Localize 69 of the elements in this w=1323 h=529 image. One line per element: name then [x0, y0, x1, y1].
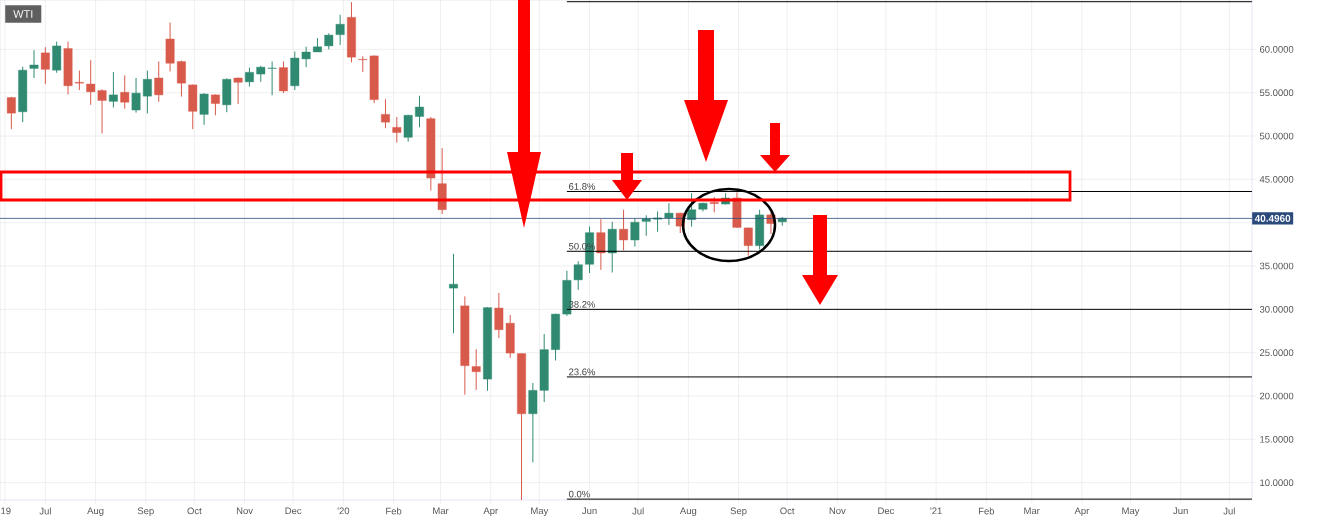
candlestick — [392, 116, 402, 144]
y-tick-label: 20.0000 — [1259, 392, 1294, 400]
x-tick-label: Nov — [829, 507, 846, 515]
candlestick — [131, 77, 141, 114]
x-tick-label: '21 — [930, 507, 942, 515]
candlestick — [6, 96, 16, 130]
x-tick-label: Jul — [632, 507, 644, 515]
y-tick-label: 45.0000 — [1259, 176, 1294, 183]
y-tick-label: 55.0000 — [1259, 89, 1294, 97]
candlestick — [29, 49, 39, 79]
x-tick-label: Aug — [87, 507, 104, 516]
x-tick-label: '19 — [0, 507, 11, 515]
y-tick-label: 60.0000 — [1259, 46, 1294, 53]
y-tick-label: 50.0000 — [1259, 132, 1294, 140]
y-tick-label: 10.0000 — [1260, 479, 1294, 486]
x-tick-label: Jul — [1223, 507, 1235, 515]
candlestick — [596, 218, 606, 271]
x-tick-label: Mar — [1024, 507, 1040, 515]
y-tick-label: 35.0000 — [1259, 262, 1294, 270]
candlestick — [108, 71, 118, 108]
text: WTI — [13, 10, 33, 18]
candlestick — [279, 61, 288, 94]
candlestick — [415, 95, 424, 128]
x-tick-label: May — [531, 507, 549, 516]
candlestick — [619, 209, 628, 251]
candlestick — [449, 253, 458, 334]
x-tick-label: Apr — [483, 507, 498, 516]
x-tick-label: May — [1122, 507, 1140, 516]
x-tick-label: Dec — [285, 507, 302, 515]
x-tick-label: Sep — [137, 507, 154, 517]
candlestick — [471, 348, 481, 391]
x-tick-label: Jun — [1173, 507, 1188, 515]
candlestick — [630, 217, 640, 248]
candlestick — [607, 221, 617, 274]
series-label: 0.0% — [568, 490, 590, 498]
candlestick — [74, 70, 84, 91]
x-tick-label: Dec — [878, 507, 895, 515]
x-tick-label: Jul — [39, 507, 51, 515]
ref-line-label: 40.4960 — [1254, 214, 1291, 222]
candlestick — [687, 192, 696, 228]
x-tick-label: Mar — [433, 507, 449, 515]
candlestick — [177, 60, 186, 98]
candlestick — [233, 77, 243, 105]
x-tick-label: Oct — [780, 507, 795, 515]
candlestick — [154, 61, 164, 103]
x-tick-label: Sep — [730, 507, 747, 517]
candlestick — [403, 114, 413, 143]
y-tick-label: 25.0000 — [1259, 349, 1294, 357]
candlestick — [120, 74, 130, 110]
candlestick — [245, 67, 254, 88]
x-tick-label: '20 — [337, 507, 350, 515]
y-tick-label: 30.0000 — [1259, 305, 1294, 313]
x-tick-label: Jun — [582, 507, 597, 515]
candlestick — [142, 70, 152, 114]
candlestick — [40, 46, 50, 85]
x-tick-label: Aug — [679, 507, 697, 516]
candlestick — [199, 92, 209, 126]
series-label: 23.6% — [569, 368, 596, 376]
candlestick — [641, 214, 651, 237]
candlestick — [664, 202, 674, 226]
y-tick-label: 15.0000 — [1260, 435, 1294, 443]
x-tick-label: Feb — [978, 507, 995, 515]
x-tick-label: Oct — [187, 507, 202, 515]
candlestick — [381, 98, 390, 129]
x-tick-label: Nov — [236, 507, 253, 515]
x-tick-label: Apr — [1074, 507, 1090, 516]
candlestick — [211, 93, 220, 116]
series-label: 61.8% — [569, 183, 596, 190]
x-tick-label: Feb — [386, 507, 402, 515]
